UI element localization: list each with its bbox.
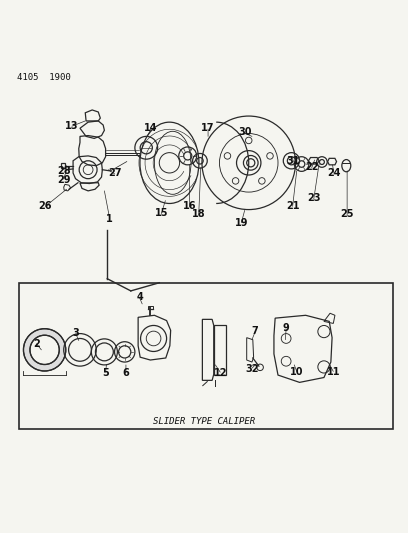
Text: 32: 32	[245, 364, 259, 374]
Text: 7: 7	[252, 326, 259, 336]
Text: 13: 13	[65, 121, 79, 131]
Text: 19: 19	[235, 217, 248, 228]
Text: 3: 3	[73, 328, 79, 338]
Text: 30: 30	[238, 127, 251, 138]
Bar	[19, 283, 393, 429]
Text: 25: 25	[340, 209, 354, 220]
Text: 12: 12	[213, 368, 227, 378]
Text: 14: 14	[144, 123, 158, 133]
Text: SLIDER TYPE CALIPER: SLIDER TYPE CALIPER	[153, 417, 255, 426]
Text: 28: 28	[57, 166, 71, 176]
Text: 9: 9	[283, 324, 290, 333]
Text: 10: 10	[290, 367, 304, 377]
Text: 4: 4	[136, 292, 143, 302]
Text: 11: 11	[326, 367, 340, 377]
Text: 29: 29	[57, 175, 71, 185]
Text: 2: 2	[33, 339, 40, 349]
Text: 27: 27	[108, 168, 121, 178]
Text: 22: 22	[305, 162, 319, 172]
Text: 23: 23	[307, 193, 321, 203]
Text: 21: 21	[286, 200, 299, 211]
Text: 6: 6	[122, 368, 129, 378]
Wedge shape	[24, 329, 66, 371]
Text: 24: 24	[327, 168, 341, 178]
Text: 31: 31	[287, 156, 300, 166]
Bar	[148, 306, 153, 309]
Text: 16: 16	[183, 201, 196, 211]
Text: 4105  1900: 4105 1900	[17, 74, 71, 83]
Text: 17: 17	[201, 123, 215, 133]
Text: 1: 1	[106, 214, 113, 223]
Text: 26: 26	[39, 201, 52, 211]
Text: 5: 5	[102, 368, 109, 378]
Text: 15: 15	[155, 208, 168, 218]
Text: 18: 18	[192, 208, 206, 219]
